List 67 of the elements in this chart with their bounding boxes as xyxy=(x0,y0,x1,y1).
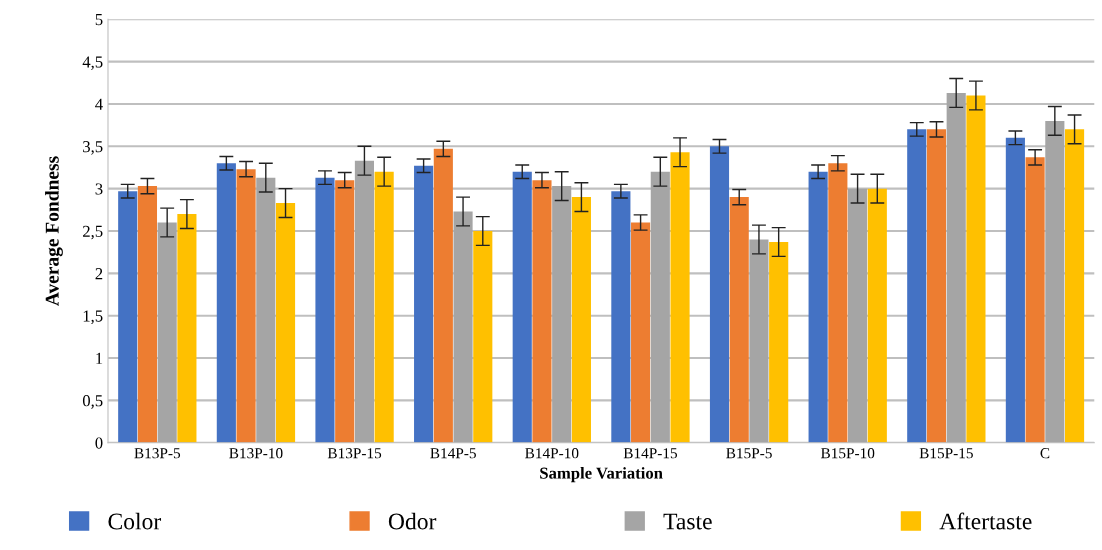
y-tick-label: 3 xyxy=(95,183,103,195)
x-tick-label: B15P-5 xyxy=(726,448,772,459)
bar xyxy=(1045,120,1065,443)
bar xyxy=(769,242,789,443)
bar xyxy=(907,129,927,443)
bar xyxy=(552,186,572,443)
bar xyxy=(433,148,453,443)
y-tick-label: 1 xyxy=(96,352,103,364)
bar xyxy=(157,222,177,443)
bar xyxy=(118,191,138,443)
x-axis-title: Sample Variation xyxy=(540,467,663,483)
bar xyxy=(216,163,236,443)
x-tick-label: B13P-10 xyxy=(229,448,283,459)
bar xyxy=(1025,157,1045,443)
bar xyxy=(670,152,690,443)
y-tick-label: 2 xyxy=(95,268,103,280)
bar xyxy=(414,165,434,443)
bar xyxy=(374,171,394,443)
bar xyxy=(867,188,887,443)
bar xyxy=(808,171,828,443)
y-tick-label: 4 xyxy=(95,98,103,110)
bar xyxy=(512,171,532,443)
y-tick-label: 4,5 xyxy=(82,56,103,70)
y-tick-label: 1,5 xyxy=(83,310,103,325)
bar xyxy=(946,92,966,443)
bar xyxy=(650,171,670,443)
bar xyxy=(729,197,749,443)
bar xyxy=(137,186,158,443)
x-tick-label: B15P-15 xyxy=(919,448,973,459)
bar xyxy=(631,222,651,443)
bar xyxy=(571,197,591,443)
x-tick-label: C xyxy=(1040,448,1050,459)
bar xyxy=(236,169,256,443)
y-tick-label: 5 xyxy=(95,14,103,26)
bar xyxy=(256,177,276,443)
legend-label: Aftertaste xyxy=(939,512,1032,530)
bar xyxy=(275,203,296,443)
bar xyxy=(453,211,473,443)
x-tick-label: B13P-15 xyxy=(327,448,382,459)
bar xyxy=(709,146,730,443)
bar xyxy=(473,231,493,443)
bar xyxy=(828,163,848,443)
x-tick-label: B13P-5 xyxy=(134,448,181,459)
bar xyxy=(848,188,868,443)
x-tick-label: B14P-15 xyxy=(623,448,678,459)
legend-label: Odor xyxy=(388,512,437,530)
bar xyxy=(1005,137,1025,443)
y-axis-title: Average Fondness xyxy=(45,156,63,306)
bar xyxy=(177,214,197,443)
legend-label: Color xyxy=(108,512,162,530)
bar xyxy=(749,239,769,443)
bar xyxy=(1064,129,1085,443)
bar xyxy=(966,95,986,443)
bar xyxy=(611,191,631,443)
bar xyxy=(354,160,374,443)
y-tick-label: 3,5 xyxy=(83,141,103,155)
x-tick-label: B15P-10 xyxy=(820,448,875,459)
bar xyxy=(315,177,335,443)
x-tick-label: B14P-5 xyxy=(430,448,476,459)
y-tick-label: 0 xyxy=(95,437,103,449)
bar xyxy=(335,180,355,443)
bar xyxy=(532,180,552,443)
bar xyxy=(926,129,947,443)
y-tick-label: 2,5 xyxy=(83,225,103,240)
y-tick-label: 0,5 xyxy=(82,395,103,409)
legend-label: Taste xyxy=(663,513,712,530)
x-tick-label: B14P-10 xyxy=(525,448,579,459)
